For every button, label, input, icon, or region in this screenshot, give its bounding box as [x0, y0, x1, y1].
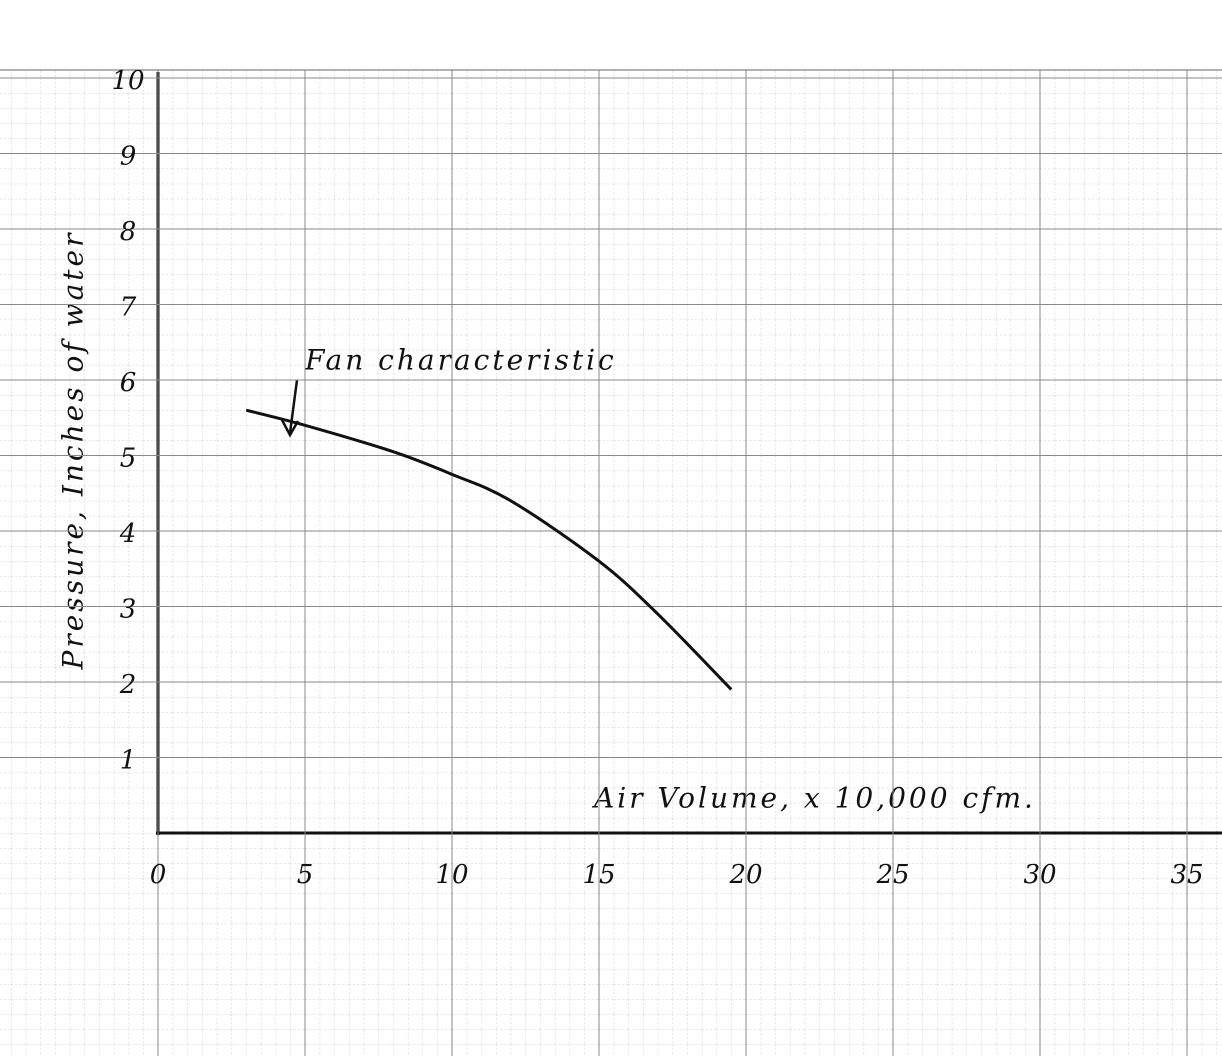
- y-tick-label: 10: [111, 66, 144, 96]
- x-tick-label: 5: [297, 860, 314, 890]
- y-tick-label: 2: [119, 670, 137, 700]
- annotation: Fan characteristic: [304, 344, 617, 377]
- y-tick-label: 4: [119, 519, 137, 549]
- x-tick-label: 30: [1023, 860, 1056, 890]
- y-tick-label: 9: [120, 142, 137, 172]
- x-tick-label: 20: [728, 860, 762, 890]
- y-tick-label: 5: [120, 444, 137, 474]
- y-tick-label: 6: [120, 368, 137, 398]
- y-tick-label: 1: [120, 746, 137, 776]
- graph-paper: [0, 70, 1222, 1056]
- x-tick-label: 35: [1170, 860, 1203, 890]
- x-tick-label: 0: [150, 860, 167, 890]
- x-axis-label: Air Volume, x 10,000 cfm.: [591, 782, 1036, 815]
- chart: Pressure, Inches of water Air Volume, x …: [0, 0, 1222, 1056]
- y-tick-label: 7: [120, 293, 137, 323]
- x-tick-label: 25: [875, 860, 909, 890]
- y-tick-label: 3: [120, 595, 137, 625]
- y-axis-label: Pressure, Inches of water: [57, 231, 90, 671]
- y-tick-label: 8: [120, 217, 137, 247]
- x-tick-label: 10: [435, 860, 468, 890]
- x-tick-label: 15: [582, 860, 615, 890]
